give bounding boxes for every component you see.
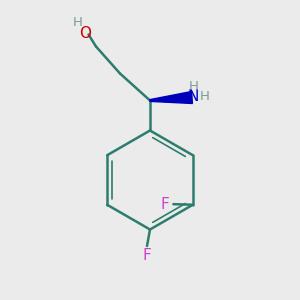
Text: O: O [80, 26, 92, 40]
Text: H: H [200, 90, 209, 104]
Text: F: F [142, 248, 152, 263]
Text: H: H [73, 16, 83, 29]
Text: N: N [188, 89, 199, 104]
Text: H: H [189, 80, 198, 93]
Text: F: F [160, 197, 169, 212]
Polygon shape [150, 92, 192, 104]
